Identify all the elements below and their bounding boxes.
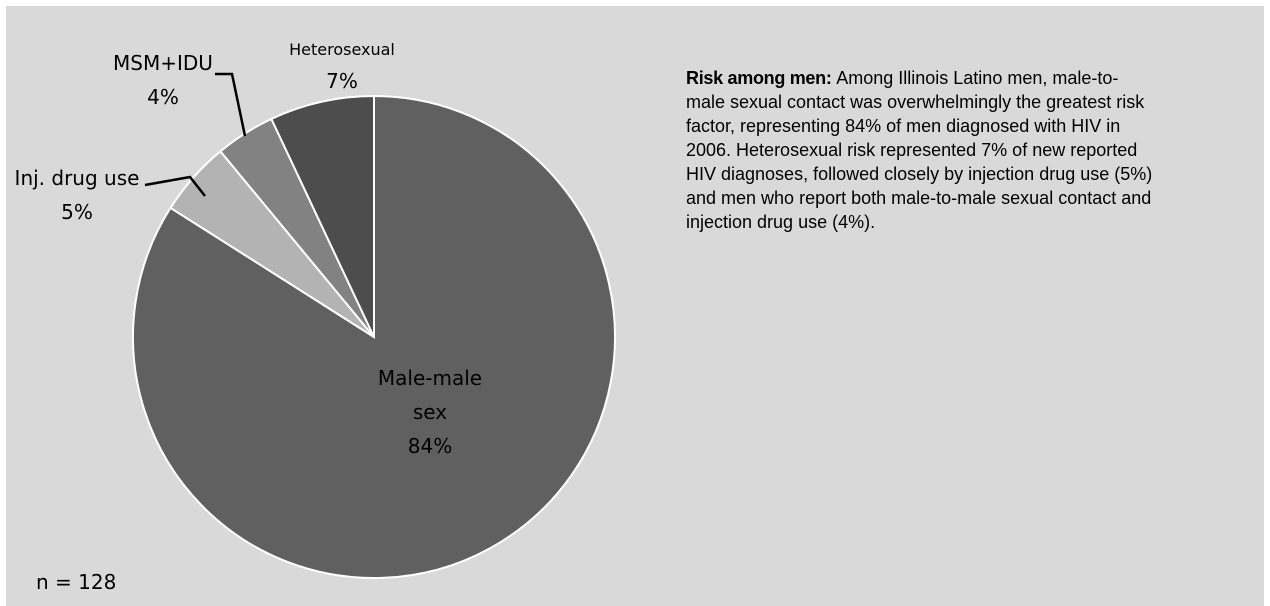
slice-percent-msm-idu: 4% xyxy=(147,85,179,109)
slice-label-male-male-sex: Male-male xyxy=(378,366,482,390)
pie-slice-heterosexual xyxy=(270,94,375,338)
sample-size-label: n = 128 xyxy=(36,570,117,594)
slice-label-msm-idu: MSM+IDU xyxy=(113,51,213,75)
risk-description: Risk among men: Among Illinois Latino me… xyxy=(686,66,1156,234)
slice-label-inj-drug-use: Inj. drug use xyxy=(15,166,140,190)
slice-percent-inj-drug-use: 5% xyxy=(61,200,93,224)
slice-percent-heterosexual: 7% xyxy=(326,69,358,93)
description-body: Among Illinois Latino men, male-to-male … xyxy=(686,68,1153,232)
description-lead: Risk among men: xyxy=(686,68,837,88)
slice-label-male-male-sex: sex xyxy=(413,400,447,424)
leader-line-msm-idu xyxy=(215,72,247,137)
leader-line-inj-drug-use xyxy=(144,175,206,197)
slice-percent-male-male-sex: 84% xyxy=(408,434,452,458)
slice-label-heterosexual: Heterosexual xyxy=(289,40,395,59)
